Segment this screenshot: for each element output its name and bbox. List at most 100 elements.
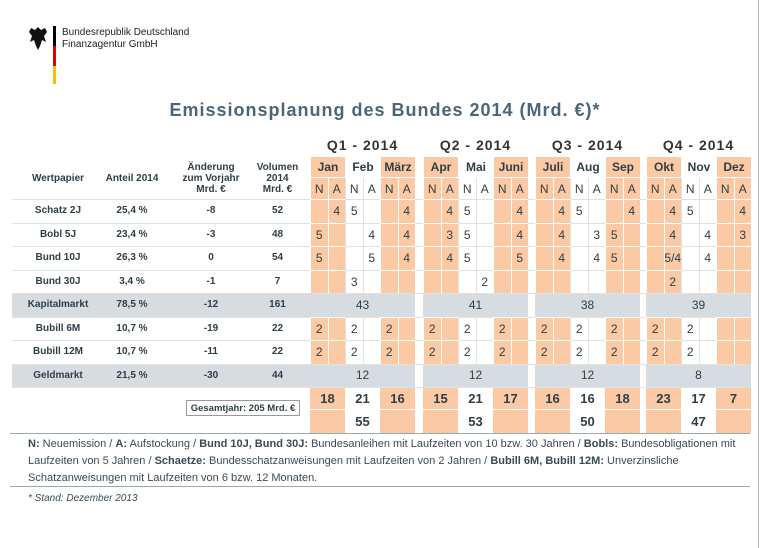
cell: 4	[362, 222, 380, 246]
cell: 4	[663, 222, 681, 246]
cell	[646, 199, 664, 223]
month-total: 16	[570, 387, 605, 410]
row-volume: 44	[271, 369, 284, 381]
cell	[570, 222, 588, 246]
cell	[587, 316, 605, 340]
quarter-total: 55	[355, 414, 370, 429]
cell	[535, 269, 553, 293]
cell: 4	[698, 222, 716, 246]
cell	[493, 269, 511, 293]
quarter-label: Q4 - 2014	[662, 137, 735, 153]
cell	[646, 222, 664, 246]
cell: 2	[646, 340, 664, 364]
sub-label: A	[510, 178, 529, 199]
cell	[535, 246, 553, 270]
row-name: Bubill 12M	[32, 346, 83, 358]
cell: 4	[733, 199, 751, 223]
cell	[716, 340, 734, 364]
month-total: 18	[605, 387, 640, 410]
sub-label: A	[440, 178, 459, 199]
cell: 4	[663, 199, 681, 223]
cell: 2	[493, 340, 511, 364]
cell: 2	[535, 316, 553, 340]
footnote-part: N:	[28, 438, 40, 450]
cell	[423, 246, 441, 270]
quarter-label: Q2 - 2014	[439, 137, 512, 153]
month-label: Juni	[493, 157, 528, 178]
row-name: Geldmarkt	[33, 369, 83, 381]
subtotal-band	[310, 293, 415, 317]
cell: 4	[440, 246, 458, 270]
cell: 2	[570, 316, 588, 340]
cell	[345, 222, 363, 246]
cell: 2	[475, 269, 493, 293]
cell	[493, 222, 511, 246]
footnote-part: Neuemission /	[39, 438, 116, 450]
cell: 4	[552, 222, 570, 246]
row-volume: 22	[271, 346, 284, 358]
month-total: 17	[493, 387, 528, 410]
row-line	[12, 363, 750, 365]
sub-label: A	[698, 178, 717, 199]
cell	[362, 340, 380, 364]
cell	[622, 316, 640, 340]
month-label: Mai	[458, 157, 493, 178]
subtotal-band	[12, 363, 310, 387]
quarter-sum: 12	[468, 368, 483, 383]
month-label: März	[380, 157, 415, 178]
row-change: -8	[206, 205, 216, 217]
cell: 4	[397, 199, 415, 223]
cell: 2	[310, 340, 328, 364]
column-header: Wertpapier	[12, 157, 104, 199]
cell: 4	[397, 246, 415, 270]
rule	[10, 486, 750, 487]
cell: 2	[570, 340, 588, 364]
sub-label: N	[605, 178, 623, 199]
sub-label: N	[493, 178, 511, 199]
cell: 5	[605, 246, 623, 270]
month-label: Nov	[681, 157, 716, 178]
quarter-sum: 39	[691, 297, 706, 312]
cell	[570, 269, 588, 293]
cell	[570, 246, 588, 270]
cell	[310, 269, 328, 293]
header-line: Wertpapier	[31, 172, 85, 184]
footnote-part: Unverzinsliche Schatzanweisungen mit Lau…	[28, 455, 679, 484]
month-total: 7	[716, 387, 751, 410]
stand: * Stand: Dezember 2013	[28, 493, 138, 504]
cell: 5	[345, 199, 363, 223]
cell: 2	[380, 340, 398, 364]
row-share: 26,3 %	[116, 252, 148, 264]
sub-label: A	[362, 178, 381, 199]
row-line	[12, 387, 750, 388]
cell: 2	[605, 316, 623, 340]
quarter-total: 53	[468, 414, 483, 429]
cell: 2	[423, 316, 441, 340]
table: Q1 - 2014 Jan N A Feb N A März N A Q2 - 2014 Apr N A M…	[12, 137, 751, 433]
sub-label: N	[570, 178, 588, 199]
cell: 2	[345, 340, 363, 364]
row-name: Bund 30J	[35, 275, 81, 287]
sub-label: A	[397, 178, 416, 199]
column-header: Anteil 2014	[92, 157, 172, 199]
cell	[587, 340, 605, 364]
cell: 2	[310, 316, 328, 340]
cell	[380, 222, 398, 246]
footnote-part: Bubill 6M, Bubill 12M:	[490, 455, 604, 467]
cell	[327, 340, 345, 364]
quarter-sum: 43	[355, 297, 370, 312]
row-name: Bobl 5J	[39, 228, 77, 240]
cell	[716, 199, 734, 223]
subtotal-band	[646, 293, 751, 317]
cell: 4	[440, 199, 458, 223]
cell	[475, 199, 493, 223]
cell	[493, 199, 511, 223]
cell	[622, 222, 640, 246]
month-label: Apr	[423, 157, 458, 178]
cell: 2	[663, 269, 681, 293]
row-volume: 52	[271, 205, 284, 217]
cell	[716, 316, 734, 340]
cell: 4	[327, 199, 345, 223]
footnote-part: Aufstockung /	[127, 438, 200, 450]
